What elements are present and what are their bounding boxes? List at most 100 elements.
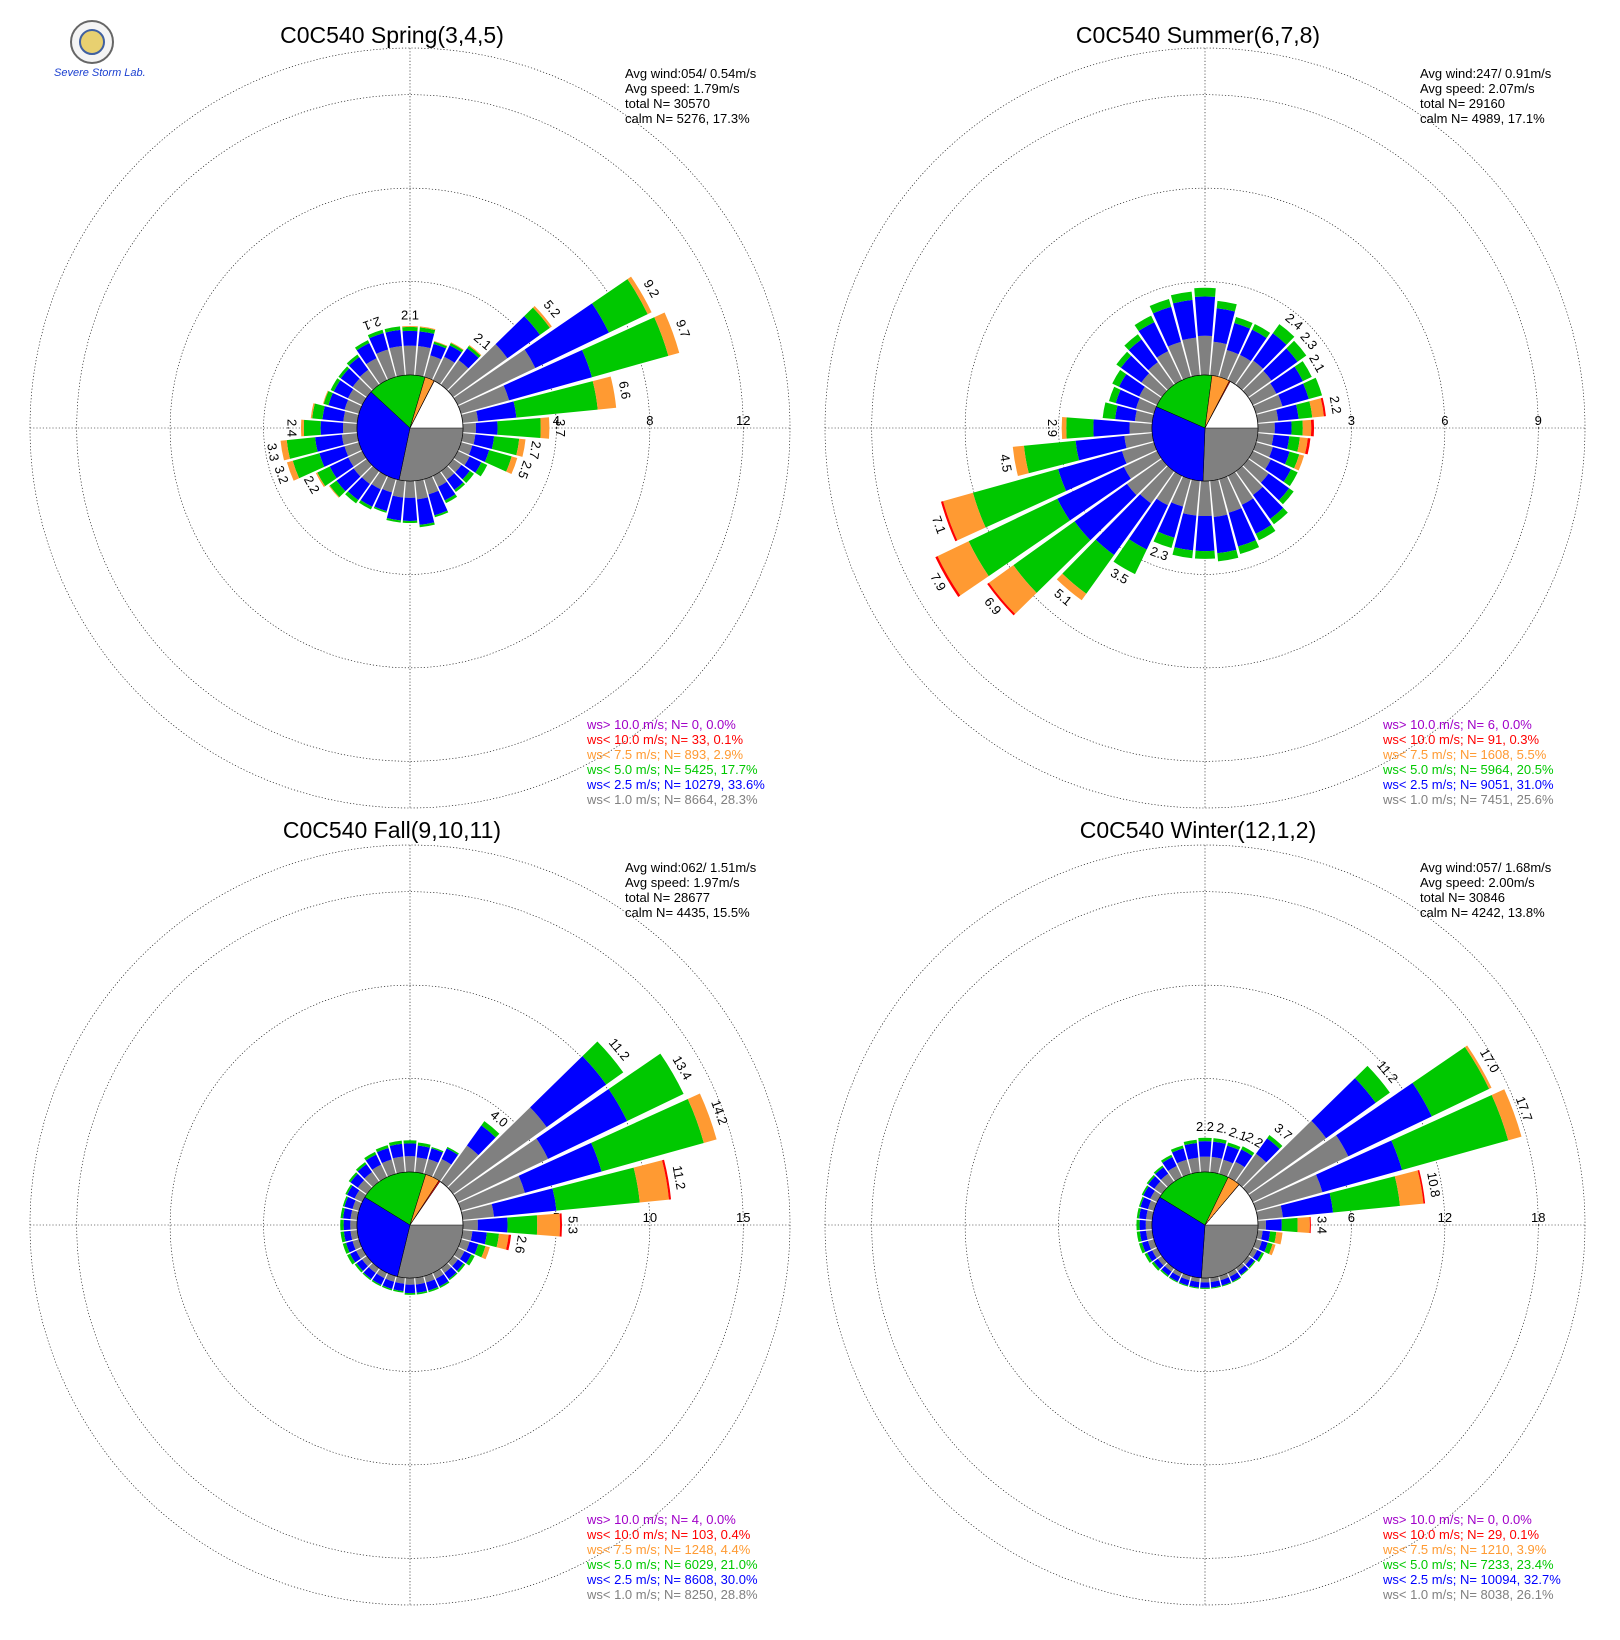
bar-segment-lt10 [506,1234,512,1251]
bar-segment-lt5 [1153,531,1175,549]
bar-segment-lt1 [347,389,367,406]
bar-segment-lt2_5 [369,333,389,354]
bar-segment-lt1 [344,442,362,457]
bar-segment-lt7_5 [1274,1231,1283,1245]
bar-segment-lt7_5 [328,485,340,498]
bar-segment-lt1 [1129,422,1153,434]
bar-segment-lt1 [392,479,405,498]
bar-segment-lt2_5 [363,1267,376,1280]
bar-segment-lt2_5 [1200,1282,1210,1288]
bar-segment-lt2_5 [444,345,462,363]
legend-entry: ws< 5.0 m/s; N= 6029, 21.0% [586,1557,758,1572]
bar-total-label: 3.3 [264,442,282,462]
bar-segment-lt2_5 [376,1148,392,1164]
bar-segment-lt5 [1291,420,1303,436]
bar-segment-lt1 [364,1172,380,1188]
legend-entry: ws< 1.0 m/s; N= 8250, 28.8% [586,1587,758,1602]
bar-segment-lt2_5 [1226,322,1251,355]
bar-segment-lt5 [1268,1231,1277,1243]
bar-segment-lt2_5 [356,1259,368,1271]
bar-segment-lt2_5 [473,434,495,450]
bar-segment-lt1 [1164,1262,1175,1272]
ring-label: 18 [1531,1210,1545,1225]
bar-segment-lt1 [343,411,359,423]
bar-segment-lt2_5 [402,330,418,346]
bar-segment-lt5 [1294,361,1312,382]
bar-segment-lt1 [1248,1135,1349,1203]
legend-entry: ws< 1.0 m/s; N= 7451, 25.6% [1382,792,1554,807]
bar-segment-lt2_5 [1141,1240,1152,1253]
bar-segment-lt5 [345,491,359,504]
bar-segment-lt5 [1136,1231,1142,1243]
range-ring [263,281,557,575]
bar-segment-lt1 [376,349,396,380]
bar-segment-lt5 [491,436,520,456]
stat-line: calm N= 5276, 17.3% [625,111,750,126]
bar-segment-lt1 [447,1107,547,1195]
bar-total-label: 2.1 [1306,352,1328,375]
bar-segment-lt5 [1136,1219,1140,1231]
bar-segment-lt2_5 [1263,348,1298,381]
bar-segment-lt5 [444,494,458,504]
bar-segment-lt2_5 [1162,1156,1177,1171]
bar-segment-lt7_5 [943,492,986,541]
bar-segment-lt1 [1148,362,1175,391]
bar-segment-lt2_5 [319,446,349,467]
bar-segment-lt2_5 [1172,299,1197,341]
bar-segment-lt1 [1256,433,1274,446]
bar-segment-lt5 [1066,417,1094,439]
stat-line: calm N= 4242, 13.8% [1420,905,1545,920]
stat-line: total N= 28677 [625,890,710,905]
bar-segment-lt1 [458,385,510,414]
bar-segment-lt1 [1227,1268,1238,1277]
stat-line: Avg wind:247/ 0.91m/s [1420,66,1552,81]
bar-segment-lt2_5 [1271,434,1290,450]
bar-total-label: 2.4 [285,419,300,437]
bar-segment-lt5 [384,326,401,333]
calm-slice-lt10 [1204,1184,1240,1226]
calm-pie [1151,1171,1259,1279]
bar-segment-lt1 [424,1159,439,1177]
bar-segment-lt2_5 [1093,419,1130,437]
bar-segment-lt2_5 [1128,498,1168,550]
bar-segment-lt2_5 [495,316,541,359]
bar-total-label: 5.3 [566,1216,581,1234]
bar-segment-lt7_5 [310,403,315,419]
bar-total-label: 2.2 [1196,1119,1214,1134]
bar-segment-lt2_5 [333,380,354,399]
bar-segment-lt7_5 [1294,454,1305,471]
bar-segment-lt2_5 [1270,366,1303,394]
bar-segment-lt5 [1153,1165,1164,1175]
bar-segment-lt7_5 [402,325,418,328]
bar-segment-lt1 [1183,479,1200,516]
bar-segment-lt1 [1253,442,1273,458]
calm-slice-lt1 [397,1224,464,1279]
bar-segment-lt5 [1138,1242,1146,1254]
legend-entry: ws< 2.5 m/s; N= 10094, 32.7% [1382,1572,1561,1587]
bar-segment-lt1 [432,471,447,487]
bar-segment-lt1 [1160,1173,1175,1188]
bar-segment-lt5 [323,390,333,406]
legend-entry: ws< 10.0 m/s; N= 91, 0.3% [1382,732,1540,747]
bar-segment-lt5 [475,462,488,477]
stat-line: total N= 30570 [625,96,710,111]
bar-segment-lt2_5 [340,368,360,387]
legend-entry: ws< 10.0 m/s; N= 33, 0.1% [586,732,744,747]
bar-segment-lt7_5 [1302,419,1312,437]
bar-segment-lt2_5 [530,1056,607,1128]
bar-segment-lt5 [1234,316,1253,329]
bar-segment-lt5 [1102,402,1118,420]
bar-segment-lt1 [1219,349,1239,380]
calm-slice-lt2_5 [356,391,411,481]
calm-slice-lt5 [1156,374,1213,429]
bar-segment-lt2_5 [1213,308,1235,345]
bar-segment-lt5 [312,403,325,420]
bar-segment-lt5 [1232,1276,1242,1283]
bar-segment-lt5 [484,1232,500,1248]
ring-label: 3 [1348,413,1355,428]
wind-rose-panel-2: 3 6 92.42.32.12.22.33.55.16.97.97.14.52.9C… [824,22,1586,809]
ring-label: 10 [643,1210,657,1225]
bar-segment-lt2_5 [1148,1176,1161,1189]
bar-segment-lt2_5 [344,1196,356,1209]
bar-segment-lt1 [1134,410,1154,423]
